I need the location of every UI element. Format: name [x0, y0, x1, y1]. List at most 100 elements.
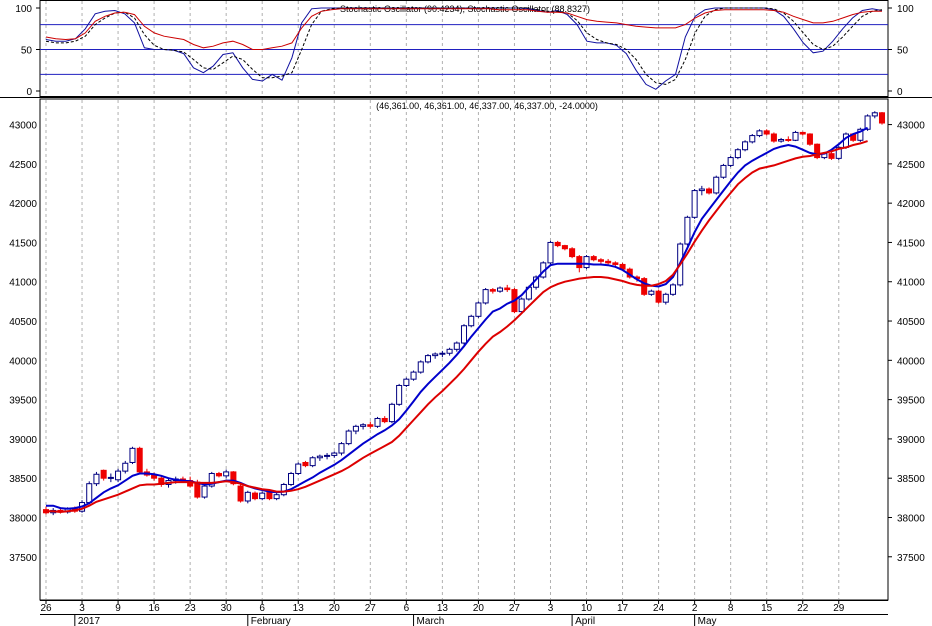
candle-up [835, 146, 842, 159]
candle-up [547, 241, 554, 264]
candle-up [475, 302, 482, 317]
stochastic-y-tick-left: 100 [15, 4, 32, 15]
candle-up [482, 289, 489, 304]
price-y-tick-left: 38000 [9, 513, 37, 524]
candle-down [828, 153, 835, 159]
x-tick-label: 27 [365, 603, 377, 614]
candle-up [107, 476, 114, 479]
price-y-tick-right: 38000 [897, 513, 925, 524]
x-tick-label: 30 [221, 603, 233, 614]
x-tick-label: 15 [761, 603, 773, 614]
candle-down [814, 143, 821, 159]
candle-up [857, 128, 864, 141]
candle-down [381, 417, 388, 423]
candle-up [662, 293, 669, 303]
x-tick-label: 23 [185, 603, 197, 614]
price-panel: (46,361.00, 46,361.00, 46,337.00, 46,337… [9, 98, 925, 601]
x-tick-label: 20 [329, 603, 341, 614]
x-tick-label: 3 [548, 603, 554, 614]
candle-down [100, 469, 107, 479]
candle-up [316, 455, 323, 459]
price-y-tick-right: 40500 [897, 317, 925, 328]
candle-up [388, 403, 395, 423]
candle-up [122, 462, 129, 472]
price-y-tick-left: 42500 [9, 160, 37, 171]
candle-down [237, 485, 244, 502]
price-y-tick-right: 37500 [897, 553, 925, 564]
stochastic-y-tick-left: 50 [21, 46, 33, 57]
candle-up [410, 371, 417, 380]
x-tick-label: 9 [115, 603, 121, 614]
candle-up [129, 447, 136, 463]
candle-up [460, 325, 468, 344]
price-y-tick-left: 39500 [9, 396, 37, 407]
candle-up [352, 425, 359, 432]
candle-up [432, 353, 439, 357]
x-tick-label: 24 [653, 603, 665, 614]
candle-up [288, 472, 295, 485]
candle-up [403, 378, 410, 386]
candle-up [201, 485, 208, 498]
candle-up [756, 130, 763, 137]
candle-down [554, 241, 561, 247]
candle-up [792, 131, 799, 141]
x-tick-label: 29 [833, 603, 845, 614]
candle-down [799, 131, 806, 135]
candle-down [489, 289, 496, 292]
candle-down [504, 287, 511, 291]
candle-up [324, 454, 331, 457]
candle-down [215, 472, 222, 477]
stochastic-line-1 [45, 7, 883, 90]
candle-down [136, 447, 143, 473]
candle-down [763, 130, 770, 135]
candle-down [302, 461, 309, 467]
candle-up [280, 483, 287, 496]
price-y-tick-left: 37500 [9, 553, 37, 564]
price-y-tick-left: 43000 [9, 121, 37, 132]
candle-up [439, 352, 446, 355]
candle-up [583, 256, 590, 269]
price-y-tick-right: 38500 [897, 474, 925, 485]
candle-up [424, 355, 431, 363]
candle-down [194, 481, 201, 498]
price-y-tick-right: 39500 [897, 396, 925, 407]
candle-down [706, 188, 713, 194]
x-tick-label: 22 [797, 603, 809, 614]
x-tick-label: 8 [728, 603, 734, 614]
price-y-tick-right: 42500 [897, 160, 925, 171]
candle-up [497, 287, 504, 292]
candle-up [698, 188, 705, 192]
candle-down [561, 245, 568, 250]
candle-down [785, 139, 792, 142]
candle-down [806, 133, 813, 145]
candle-up [360, 424, 367, 427]
candle-up [453, 342, 460, 350]
candle-up [309, 457, 316, 467]
candle-up [720, 164, 727, 178]
month-label: May [698, 616, 717, 626]
stochastic-frame [39, 0, 889, 97]
price-y-tick-left: 41500 [9, 238, 37, 249]
price-y-tick-left: 39000 [9, 435, 37, 446]
candle-down [655, 290, 662, 303]
stochastic-y-tick-left: 0 [26, 87, 32, 98]
x-tick-label: 10 [581, 603, 593, 614]
candle-up [713, 176, 720, 194]
moving-average-1 [46, 126, 869, 510]
month-label: March [417, 616, 445, 626]
price-y-tick-left: 41000 [9, 278, 37, 289]
x-tick-label: 26 [40, 603, 52, 614]
candle-down [266, 491, 273, 500]
stochastic-y-tick-right: 0 [897, 87, 903, 98]
moving-average-2 [46, 140, 868, 514]
candle-up [648, 290, 655, 295]
candle-up [778, 139, 785, 142]
candle-up [742, 141, 749, 151]
candle-down [230, 471, 237, 485]
x-tick-label: 13 [293, 603, 305, 614]
candle-up [468, 315, 475, 327]
candle-down [367, 424, 374, 427]
candle-up [446, 348, 453, 354]
candle-down [612, 262, 619, 265]
candle-up [669, 284, 677, 295]
